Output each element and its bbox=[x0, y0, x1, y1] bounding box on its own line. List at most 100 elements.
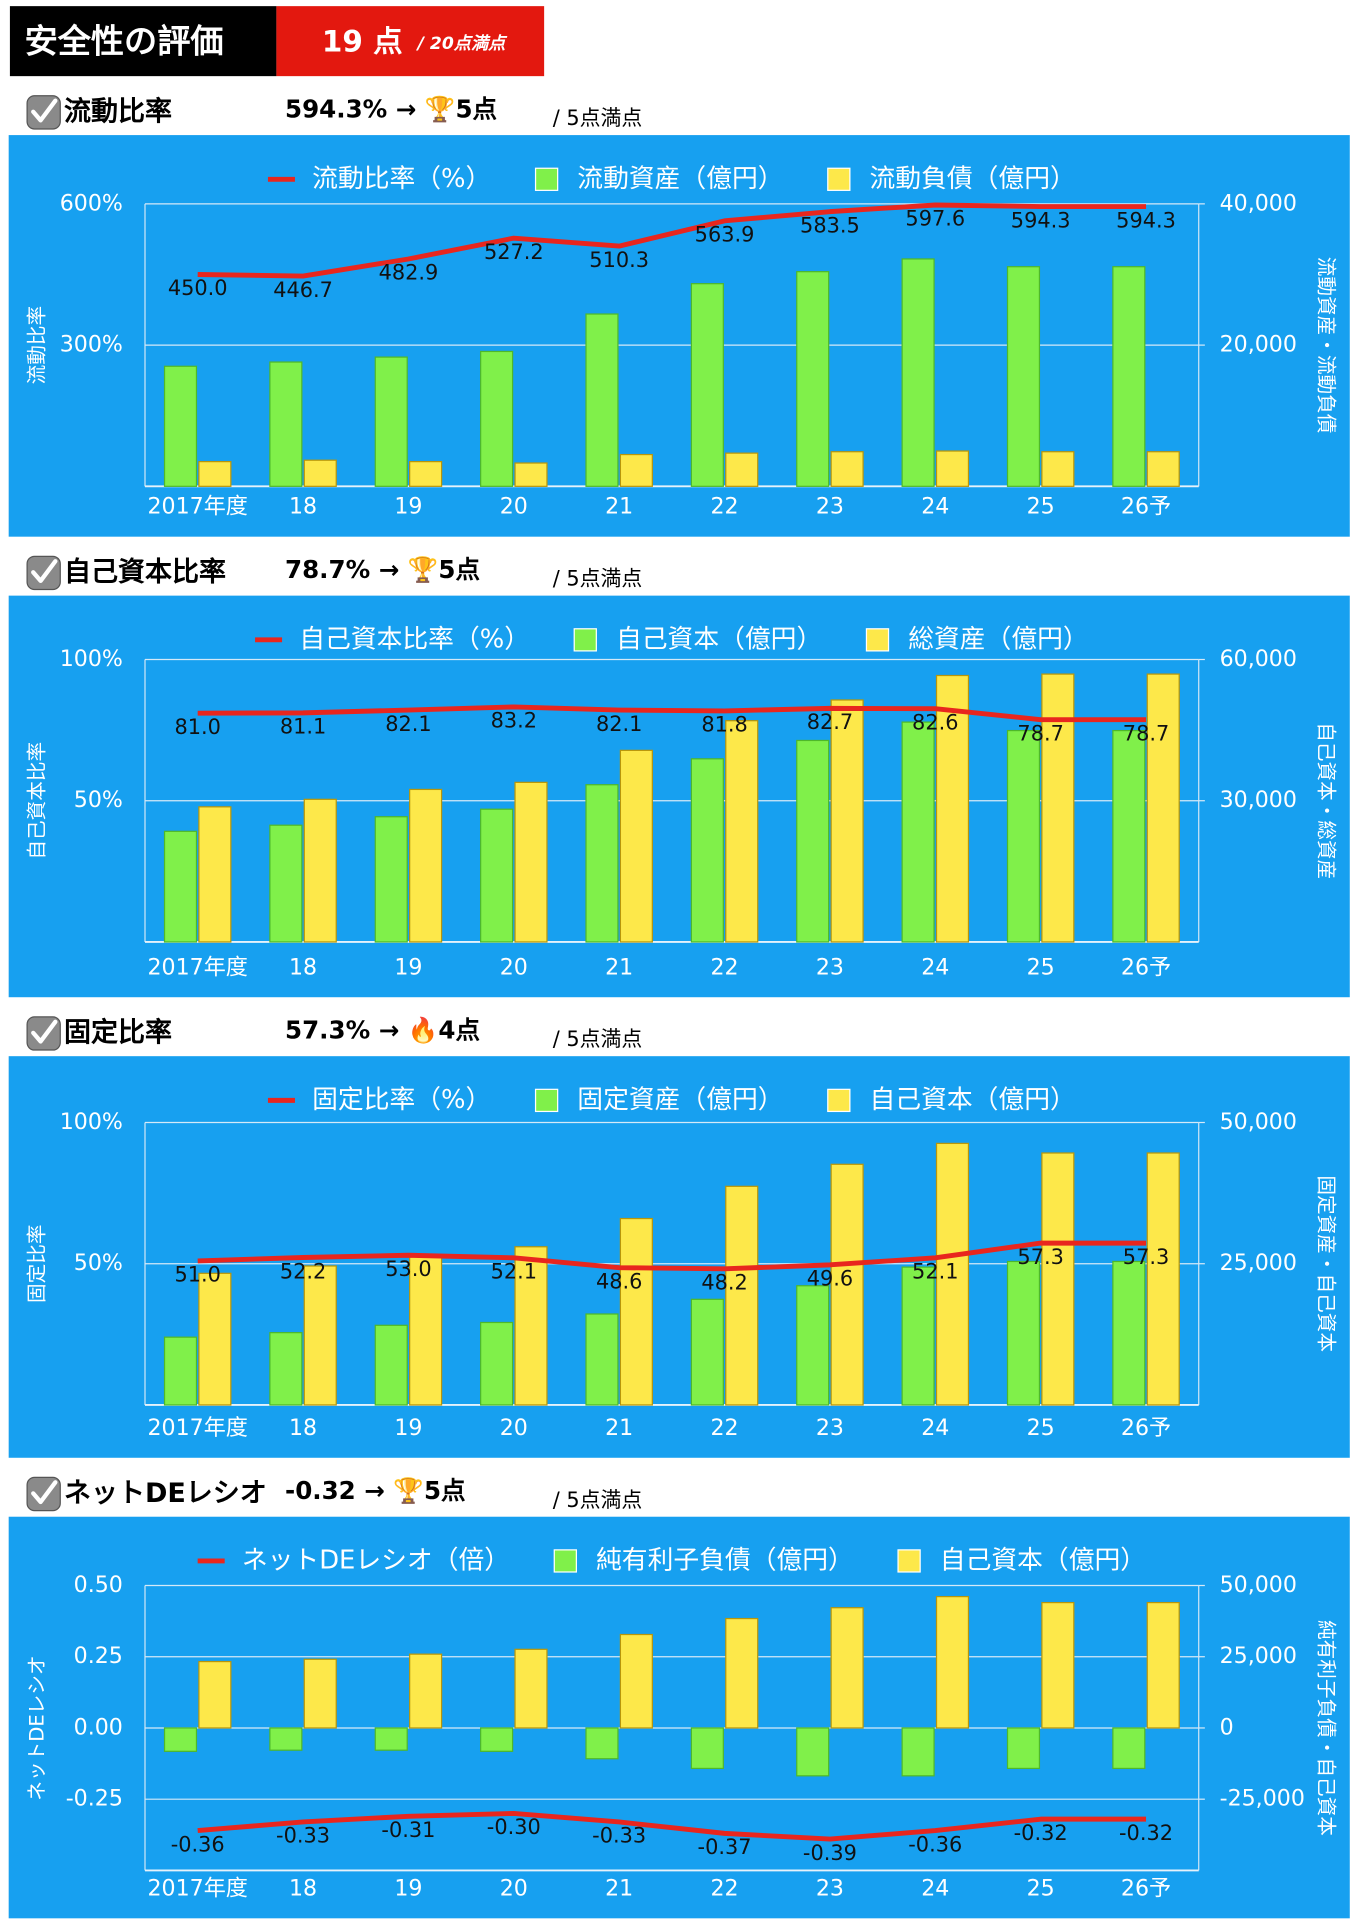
section-result: -0.32 → 🏆5点 bbox=[285, 1476, 466, 1505]
data-label: -0.36 bbox=[171, 1832, 225, 1856]
bar bbox=[303, 1658, 337, 1729]
section-header: 固定比率 57.3% → 🔥4点 / 5点満点 bbox=[26, 1016, 642, 1051]
bar bbox=[514, 1246, 548, 1406]
bar bbox=[830, 451, 864, 487]
bar bbox=[374, 1324, 408, 1406]
bar bbox=[619, 1633, 653, 1729]
y2-axis-title: 流動資産・流動負債 bbox=[1315, 257, 1338, 434]
data-label: 594.3 bbox=[1011, 208, 1071, 232]
legend-label: 固定資産（億円） bbox=[577, 1085, 783, 1115]
y-axis-title: 自己資本比率 bbox=[26, 742, 49, 860]
data-label: 57.3 bbox=[1017, 1245, 1063, 1269]
y-tick-label: 0.25 bbox=[74, 1643, 123, 1669]
x-tick-label: 22 bbox=[710, 1415, 738, 1441]
bar bbox=[374, 816, 408, 943]
bar bbox=[163, 1336, 198, 1406]
bar bbox=[1041, 1601, 1075, 1729]
bar bbox=[303, 459, 337, 487]
data-label: 48.6 bbox=[596, 1269, 642, 1293]
legend-item: 流動比率（%） bbox=[267, 164, 491, 194]
bar bbox=[409, 788, 443, 943]
y-tick-label: 300% bbox=[60, 332, 123, 358]
data-label: 510.3 bbox=[589, 248, 649, 272]
chart: 300% 600% 20,000 40,000 流動比率 流動資産・流動負債 2017年度 1… bbox=[8, 135, 1350, 537]
section-header: 流動比率 594.3% → 🏆5点 / 5点満点 bbox=[26, 95, 642, 130]
x-tick-label: 18 bbox=[289, 1875, 317, 1901]
x-tick-label: 20 bbox=[500, 1875, 528, 1901]
chart: -0.25 0.00 0.25 0.50 -25,000 0 25,000 50,000 ネット… bbox=[8, 1516, 1350, 1919]
section-result: 594.3% → 🏆5点 bbox=[285, 95, 497, 124]
data-label: 83.2 bbox=[491, 709, 537, 733]
y2-tick-label: 50,000 bbox=[1220, 1572, 1297, 1598]
x-tick-label: 21 bbox=[605, 1415, 633, 1441]
x-tick-label: 2017年度 bbox=[147, 954, 247, 980]
bar bbox=[374, 1727, 408, 1751]
y2-axis-title: 自己資本・総資産 bbox=[1315, 722, 1338, 879]
x-tick-label: 18 bbox=[289, 1415, 317, 1441]
legend-label: 自己資本（億円） bbox=[940, 1545, 1146, 1575]
data-label: -0.33 bbox=[592, 1824, 646, 1848]
y2-tick-label: 50,000 bbox=[1220, 1109, 1297, 1135]
bar bbox=[725, 1185, 759, 1406]
bar bbox=[830, 1163, 864, 1406]
data-label: 51.0 bbox=[174, 1263, 220, 1287]
data-label: 82.6 bbox=[912, 710, 958, 734]
x-tick-label: 23 bbox=[816, 494, 844, 520]
section-title: 自己資本比率 bbox=[64, 556, 226, 588]
legend-item: 流動負債（億円） bbox=[827, 164, 1076, 194]
check-mark bbox=[31, 559, 58, 584]
data-label: 597.6 bbox=[905, 207, 965, 231]
y2-tick-label: -25,000 bbox=[1220, 1786, 1305, 1812]
x-tick-label: 18 bbox=[289, 954, 317, 980]
bar bbox=[480, 808, 514, 943]
data-label: 82.7 bbox=[807, 710, 853, 734]
legend-item: 自己資本比率（%） bbox=[255, 624, 530, 654]
y2-tick-label: 30,000 bbox=[1220, 787, 1297, 813]
bar bbox=[725, 720, 759, 943]
data-label: 81.0 bbox=[174, 715, 220, 739]
data-label: 450.0 bbox=[168, 276, 228, 300]
bar bbox=[935, 1595, 970, 1729]
y2-tick-label: 25,000 bbox=[1220, 1643, 1297, 1669]
data-label: 563.9 bbox=[695, 223, 755, 247]
x-tick-label: 18 bbox=[289, 494, 317, 520]
section-title: 流動比率 bbox=[64, 95, 172, 127]
legend-item: 純有利子負債（億円） bbox=[553, 1545, 854, 1575]
legend-swatch bbox=[573, 628, 597, 652]
x-tick-label: 21 bbox=[605, 954, 633, 980]
data-label: 594.3 bbox=[1116, 208, 1176, 232]
section-max: / 5点満点 bbox=[553, 567, 643, 591]
data-label: 81.8 bbox=[701, 713, 747, 737]
bar bbox=[409, 461, 443, 487]
legend-label: 固定比率（%） bbox=[312, 1085, 491, 1115]
data-label: -0.39 bbox=[803, 1841, 857, 1865]
y-axis-title: 流動比率 bbox=[26, 306, 49, 385]
x-tick-label: 26予 bbox=[1121, 954, 1171, 980]
x-tick-label: 2017年度 bbox=[147, 1415, 247, 1441]
bar bbox=[480, 350, 514, 487]
legend-label: ネットDEレシオ（倍） bbox=[242, 1545, 510, 1575]
bar bbox=[830, 1607, 864, 1729]
bar bbox=[585, 1313, 619, 1406]
y-tick-label: 50% bbox=[74, 1250, 123, 1276]
bar bbox=[901, 1266, 935, 1406]
bar bbox=[690, 1727, 724, 1770]
legend-swatch bbox=[865, 628, 890, 652]
x-tick-label: 21 bbox=[605, 1875, 633, 1901]
x-tick-label: 22 bbox=[710, 954, 738, 980]
section-header: ネットDEレシオ -0.32 → 🏆5点 / 5点満点 bbox=[26, 1476, 643, 1512]
bar bbox=[1041, 451, 1075, 487]
legend-label: 流動負債（億円） bbox=[870, 164, 1076, 194]
x-tick-label: 25 bbox=[1027, 954, 1055, 980]
x-tick-label: 23 bbox=[816, 1415, 844, 1441]
x-tick-label: 25 bbox=[1027, 1875, 1055, 1901]
data-label: 78.7 bbox=[1123, 721, 1169, 745]
section-max: / 5点満点 bbox=[553, 1488, 643, 1512]
bar bbox=[796, 1285, 830, 1406]
header-title: 安全性の評価 bbox=[25, 21, 224, 60]
x-tick-label: 26予 bbox=[1121, 1415, 1171, 1441]
line-series bbox=[197, 1240, 1147, 1272]
x-tick-label: 24 bbox=[921, 494, 949, 520]
x-tick-label: 19 bbox=[394, 954, 422, 980]
legend-item: 自己資本（億円） bbox=[573, 624, 822, 654]
